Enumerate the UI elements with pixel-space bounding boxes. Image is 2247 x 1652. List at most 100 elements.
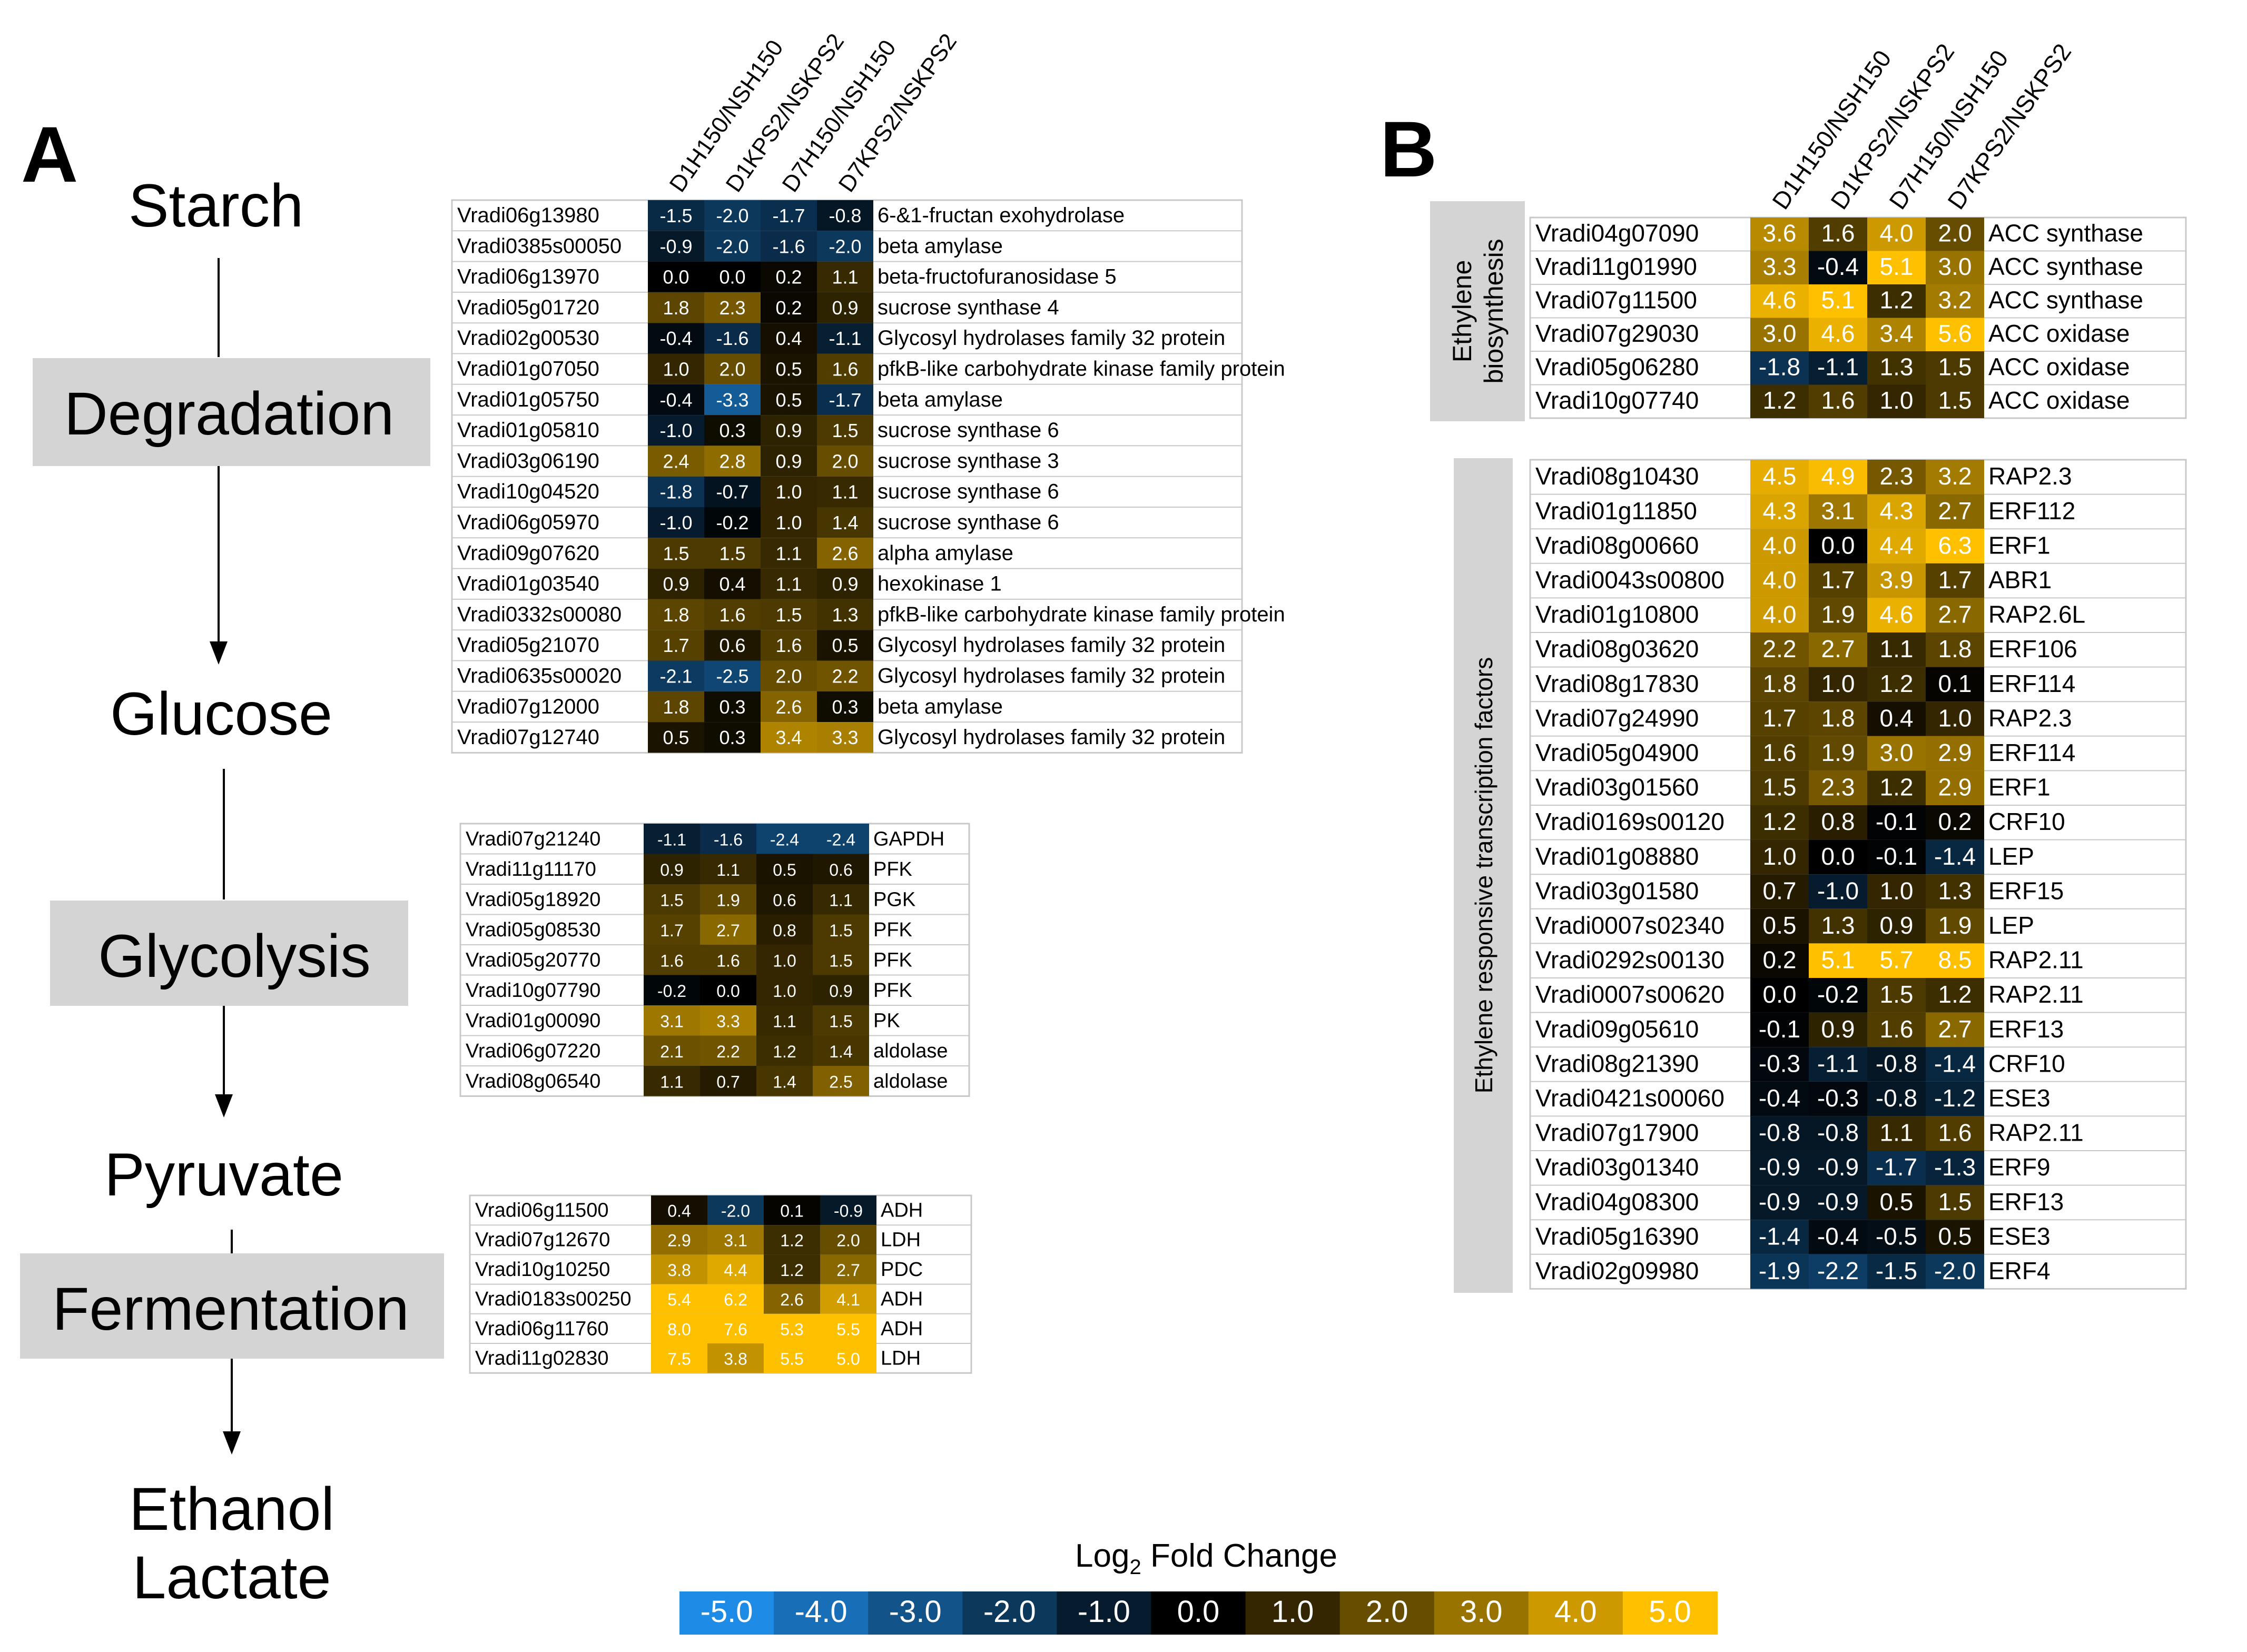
cell-value-label: 3.2 [1938, 286, 1972, 314]
heatmap-cell [648, 323, 704, 354]
cell-value-label: 3.9 [1880, 566, 1914, 593]
heatmap-cell [1809, 318, 1867, 351]
cell-value-label: -0.4 [659, 328, 692, 349]
cell-value-label: 0.5 [832, 635, 858, 656]
gene-id: Vradi01g00090 [466, 1010, 600, 1032]
heatmap-cell [707, 1343, 764, 1373]
cell-value-label: 6.3 [1938, 531, 1972, 559]
cell-value-label: 1.6 [716, 951, 740, 970]
heatmap-cell [1867, 318, 1926, 351]
heatmap-cell [820, 1225, 876, 1255]
cell-value-label: 3.1 [660, 1012, 683, 1031]
heatmap-cell [820, 1284, 876, 1314]
heatmap-cell [700, 975, 756, 1005]
cell-value-label: 0.8 [773, 921, 796, 940]
cell-value-label: 1.5 [1880, 981, 1914, 1008]
heatmap-cell [817, 599, 873, 630]
cell-value-label: -1.1 [1817, 353, 1859, 381]
gene-annotation: ACC synthase [1988, 253, 2143, 280]
cell-value-label: 0.4 [1880, 704, 1914, 731]
heatmap-cell [761, 200, 817, 231]
cell-value-label: 1.5 [660, 891, 683, 909]
cell-value-label: 1.6 [1821, 220, 1855, 247]
cell-value-label: -2.1 [659, 665, 692, 687]
heatmap-row: Vradi04g07090 3.6 1.6 4.0 2.0 ACC synthase [1530, 217, 2186, 252]
cell-value-label: 1.0 [1938, 704, 1972, 731]
heatmap-cell [1750, 1047, 1809, 1082]
gene-id: Vradi01g03540 [457, 572, 599, 596]
cell-value-label: 1.3 [1821, 912, 1855, 939]
heatmap-cell [756, 975, 813, 1005]
cell-value-label: 1.0 [773, 982, 796, 1001]
heatmap-row: Vradi0385s00050 -0.9 -2.0 -1.6 -2.0 beta amyl… [452, 231, 1242, 262]
cell-value-label: 2.7 [836, 1261, 860, 1280]
heatmap-cell [1809, 908, 1867, 944]
heatmap-cell [648, 722, 704, 753]
gene-annotation: Glycosyl hydrolases family 32 protein [878, 664, 1225, 687]
heatmap-cell [817, 507, 873, 538]
gene-annotation: Glycosyl hydrolases family 32 protein [878, 327, 1225, 350]
cell-value-label: 0.1 [780, 1201, 803, 1220]
cell-value-label: -0.4 [1817, 1222, 1859, 1250]
heatmap-cell [704, 231, 761, 262]
heatmap-row: Vradi06g11500 0.4 -2.0 0.1 -0.9 ADH [470, 1195, 971, 1226]
cell-value-label: 3.0 [1938, 253, 1972, 280]
heatmap-cell [1750, 770, 1809, 805]
heatmap-cell [1926, 1220, 1984, 1254]
heatmap-row: Vradi0169s00120 1.2 0.8 -0.1 0.2 CRF10 [1530, 805, 2186, 840]
heatmap-cell [1809, 460, 1867, 494]
cell-value-label: -1.8 [1759, 353, 1800, 381]
heatmap-cell [704, 261, 761, 292]
cell-value-label: 5.1 [1821, 286, 1855, 314]
gene-annotation: LEP [1988, 912, 2034, 939]
heatmap-cell [700, 1005, 756, 1036]
cell-value-label: 1.6 [1821, 387, 1855, 414]
cell-value-label: 1.9 [716, 891, 740, 909]
heatmap-cell [1750, 284, 1809, 318]
gene-id: Vradi05g18920 [466, 888, 600, 911]
heatmap-cell [820, 1343, 876, 1373]
gene-id: Vradi08g00660 [1535, 531, 1699, 559]
cell-value-label: 1.1 [832, 481, 858, 503]
panel-b-labels: B Ethylene biosynthesis Ethylene respons… [1380, 105, 1525, 1293]
heatmap-cell [707, 1225, 764, 1255]
group-label-ethylene-line1: Ethylene [1447, 260, 1477, 363]
legend-tick-label: 4.0 [1554, 1595, 1597, 1629]
cell-value-label: 2.8 [719, 450, 745, 472]
cell-value-label: 2.2 [716, 1042, 740, 1061]
group-label-biosynthesis-line2: biosynthesis [1479, 239, 1509, 383]
cell-value-label: -0.9 [1759, 1188, 1800, 1215]
cell-value-label: 1.2 [773, 1042, 796, 1061]
heatmap-cell [761, 722, 817, 753]
cell-value-label: -1.0 [659, 512, 692, 533]
legend-title-rest: Fold Change [1141, 1538, 1337, 1574]
heatmap-cell [1867, 908, 1926, 944]
heatmap-cell [707, 1313, 764, 1343]
cell-value-label: 1.0 [663, 358, 689, 380]
cell-value-label: 1.4 [829, 1042, 852, 1061]
cell-value-label: -0.1 [1759, 1015, 1800, 1043]
cell-value-label: 1.5 [829, 1012, 852, 1031]
cell-value-label: 2.0 [775, 665, 802, 687]
heatmap-row: Vradi07g12000 1.8 0.3 2.6 0.3 beta amylase [452, 691, 1242, 723]
heatmap-row: Vradi06g11760 8.0 7.6 5.3 5.5 ADH [470, 1313, 971, 1344]
cell-value-label: -2.0 [1934, 1257, 1976, 1284]
cell-value-label: 3.8 [724, 1349, 747, 1368]
legend-title-log: Log [1075, 1538, 1129, 1574]
heatmap-cell [817, 200, 873, 231]
cell-value-label: -1.1 [657, 830, 686, 849]
gene-annotation: PFK [873, 858, 912, 881]
gene-id: Vradi03g01580 [1535, 877, 1699, 904]
cell-value-label: 3.0 [1880, 739, 1914, 766]
heatmap-row: Vradi10g07790 -0.2 0.0 1.0 0.9 PFK [460, 975, 969, 1006]
gene-annotation: ESE3 [1988, 1222, 2051, 1250]
heatmap-cell [756, 945, 813, 975]
cell-value-label: 3.1 [1821, 497, 1855, 525]
cell-value-label: 1.6 [1880, 1015, 1914, 1043]
gene-id: Vradi06g05970 [457, 511, 599, 534]
gene-id: Vradi07g29030 [1535, 320, 1699, 347]
heatmap-cell [704, 507, 761, 538]
heatmap-cell [1867, 736, 1926, 771]
cell-value-label: 1.7 [1821, 566, 1855, 593]
